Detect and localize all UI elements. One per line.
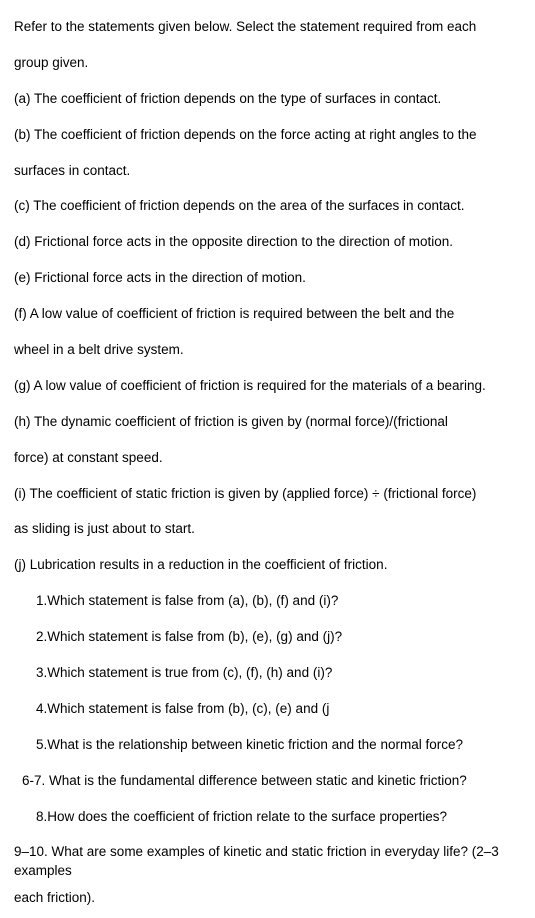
statement-c: (c) The coefficient of friction depends …: [14, 197, 521, 216]
question-4: 4.Which statement is false from (b), (c)…: [14, 700, 521, 719]
statement-f-line1: (f) A low value of coefficient of fricti…: [14, 305, 521, 324]
statement-j: (j) Lubrication results in a reduction i…: [14, 556, 521, 575]
question-1: 1.Which statement is false from (a), (b)…: [14, 592, 521, 611]
statement-f-line2: wheel in a belt drive system.: [14, 341, 521, 360]
intro-line1: Refer to the statements given below. Sel…: [14, 18, 521, 37]
statement-a: (a) The coefficient of friction depends …: [14, 90, 521, 109]
statement-e: (e) Frictional force acts in the directi…: [14, 269, 521, 288]
statement-b-line1: (b) The coefficient of friction depends …: [14, 126, 521, 145]
question-5: 5.What is the relationship between kinet…: [14, 736, 521, 755]
intro-line2: group given.: [14, 54, 521, 73]
question-3: 3.Which statement is true from (c), (f),…: [14, 664, 521, 683]
statement-i-line1: (i) The coefficient of static friction i…: [14, 485, 521, 504]
statement-h-line2: force) at constant speed.: [14, 449, 521, 468]
question-8: 8.How does the coefficient of friction r…: [14, 808, 521, 827]
statement-g: (g) A low value of coefficient of fricti…: [14, 377, 521, 396]
statement-i-line2: as sliding is just about to start.: [14, 520, 521, 539]
question-9-10-line1: 9–10. What are some examples of kinetic …: [14, 843, 521, 881]
statement-b-line2: surfaces in contact.: [14, 162, 521, 181]
statement-h-line1: (h) The dynamic coefficient of friction …: [14, 413, 521, 432]
question-9-10-line2: each friction).: [14, 889, 521, 908]
question-2: 2.Which statement is false from (b), (e)…: [14, 628, 521, 647]
statement-d: (d) Frictional force acts in the opposit…: [14, 233, 521, 252]
question-6-7: 6-7. What is the fundamental difference …: [14, 772, 521, 791]
